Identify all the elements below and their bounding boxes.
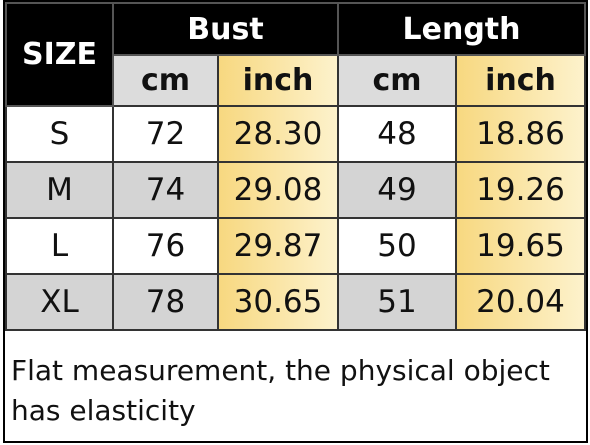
table-body: S 72 28.30 48 18.86 M 74 29.08 49 19.26 L 76 29.87 50…: [5, 105, 586, 331]
value-cell: 51: [337, 273, 458, 331]
group-header: Length: [337, 2, 586, 56]
value-cell: 19.26: [455, 161, 586, 219]
size-row: XL 78 30.65 51 20.04: [5, 273, 586, 331]
size-row: M 74 29.08 49 19.26: [5, 161, 586, 219]
value-cell: 29.08: [216, 161, 340, 219]
value-cell: 74: [112, 161, 219, 219]
size-cell: S: [5, 105, 114, 163]
note: Flat measurement, the physical object ha…: [11, 354, 550, 427]
value-cell: 49: [337, 161, 458, 219]
header-row: SIZE Bust Length: [5, 2, 586, 107]
value-cell: 18.86: [455, 105, 586, 163]
unit-row: cm inch cm inch: [6, 54, 586, 107]
size-chart: SIZE Bust Length cm inch cm inch S 72 28.3…: [3, 0, 588, 443]
size-header: SIZE: [5, 2, 114, 107]
value-cell: 20.04: [455, 273, 586, 331]
value-cell: 76: [112, 217, 219, 275]
value-cell: 19.65: [455, 217, 586, 275]
size-cell: L: [5, 217, 114, 275]
size-table: SIZE Bust Length cm inch cm inch S 72 28.3…: [5, 2, 586, 331]
value-cell: 78: [112, 273, 219, 331]
size-cell: M: [5, 161, 114, 219]
size-row: L 76 29.87 50 19.65: [5, 217, 586, 275]
size-row: S 72 28.30 48 18.86: [5, 105, 586, 163]
value-cell: 72: [112, 105, 219, 163]
group-header: Bust: [111, 2, 340, 56]
unit-header: inch: [216, 54, 340, 107]
value-cell: 30.65: [216, 273, 340, 331]
value-cell: 50: [337, 217, 458, 275]
value-cell: 28.30: [216, 105, 340, 163]
value-cell: 29.87: [216, 217, 340, 275]
unit-header: inch: [455, 54, 586, 107]
unit-header: cm: [112, 54, 219, 107]
value-cell: 48: [337, 105, 458, 163]
size-cell: XL: [5, 273, 114, 331]
unit-header: cm: [337, 54, 458, 107]
